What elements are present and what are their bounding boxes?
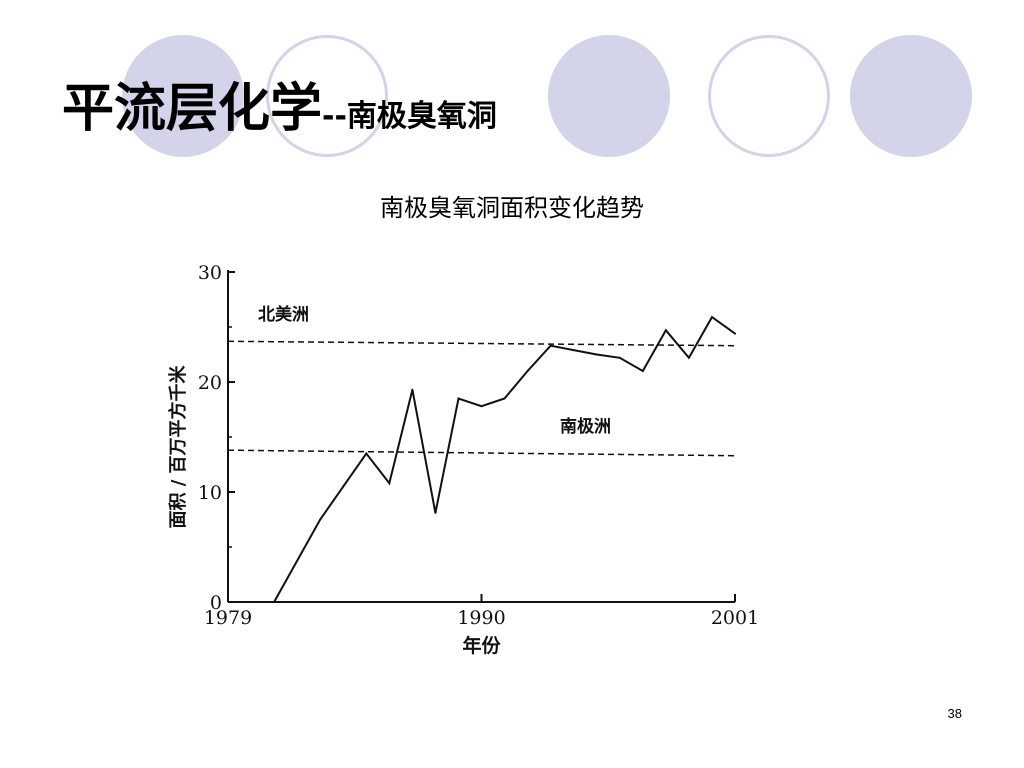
decorative-circle-5 (850, 35, 972, 157)
y-tick-label: 10 (198, 482, 222, 504)
data-point (549, 344, 552, 347)
data-point (480, 405, 483, 408)
data-point (664, 329, 667, 332)
decorative-circle-2 (266, 35, 388, 157)
data-point (734, 332, 736, 335)
reference-label-north-america: 北美洲 (258, 304, 309, 325)
data-point (457, 397, 460, 400)
y-tick-label: 30 (198, 262, 222, 284)
chart-caption: 南极臭氧洞面积变化趋势 (380, 194, 644, 222)
y-axis-label: 面积 / 百万平方千米 (167, 364, 189, 528)
slide-title-sub: 南极臭氧洞 (346, 99, 497, 134)
x-tick-label: 1990 (457, 607, 505, 629)
decorative-circle-1 (122, 35, 244, 157)
x-axis-label: 年份 (462, 634, 501, 657)
slide-title: 平流层化学--南极臭氧洞 (62, 66, 497, 141)
decorative-circle-3 (548, 35, 670, 157)
data-point (434, 511, 437, 514)
data-point (503, 397, 506, 400)
data-point (641, 370, 644, 372)
data-point (411, 388, 414, 391)
data-point (388, 482, 391, 485)
decorative-circle-4 (708, 35, 830, 157)
y-tick-label: 0 (210, 592, 222, 614)
data-point (572, 349, 575, 352)
page-number: 38 (947, 706, 962, 721)
x-tick-label: 1979 (204, 607, 252, 629)
data-point (595, 353, 598, 356)
reference-line-2 (227, 449, 736, 457)
data-point (526, 370, 529, 372)
y-tick-label: 20 (198, 372, 222, 394)
x-tick-label: 2001 (711, 607, 759, 629)
slide-title-separator: -- (322, 99, 347, 134)
data-point (273, 601, 276, 603)
slide-title-main: 平流层化学 (62, 78, 323, 139)
reference-label-antarctica: 南极洲 (560, 416, 611, 437)
data-point (319, 518, 322, 521)
data-point (618, 356, 621, 359)
data-point (687, 356, 690, 359)
data-point (710, 316, 713, 319)
reference-line-1 (227, 340, 736, 347)
data-point (365, 452, 368, 455)
series-line-1 (273, 315, 736, 603)
